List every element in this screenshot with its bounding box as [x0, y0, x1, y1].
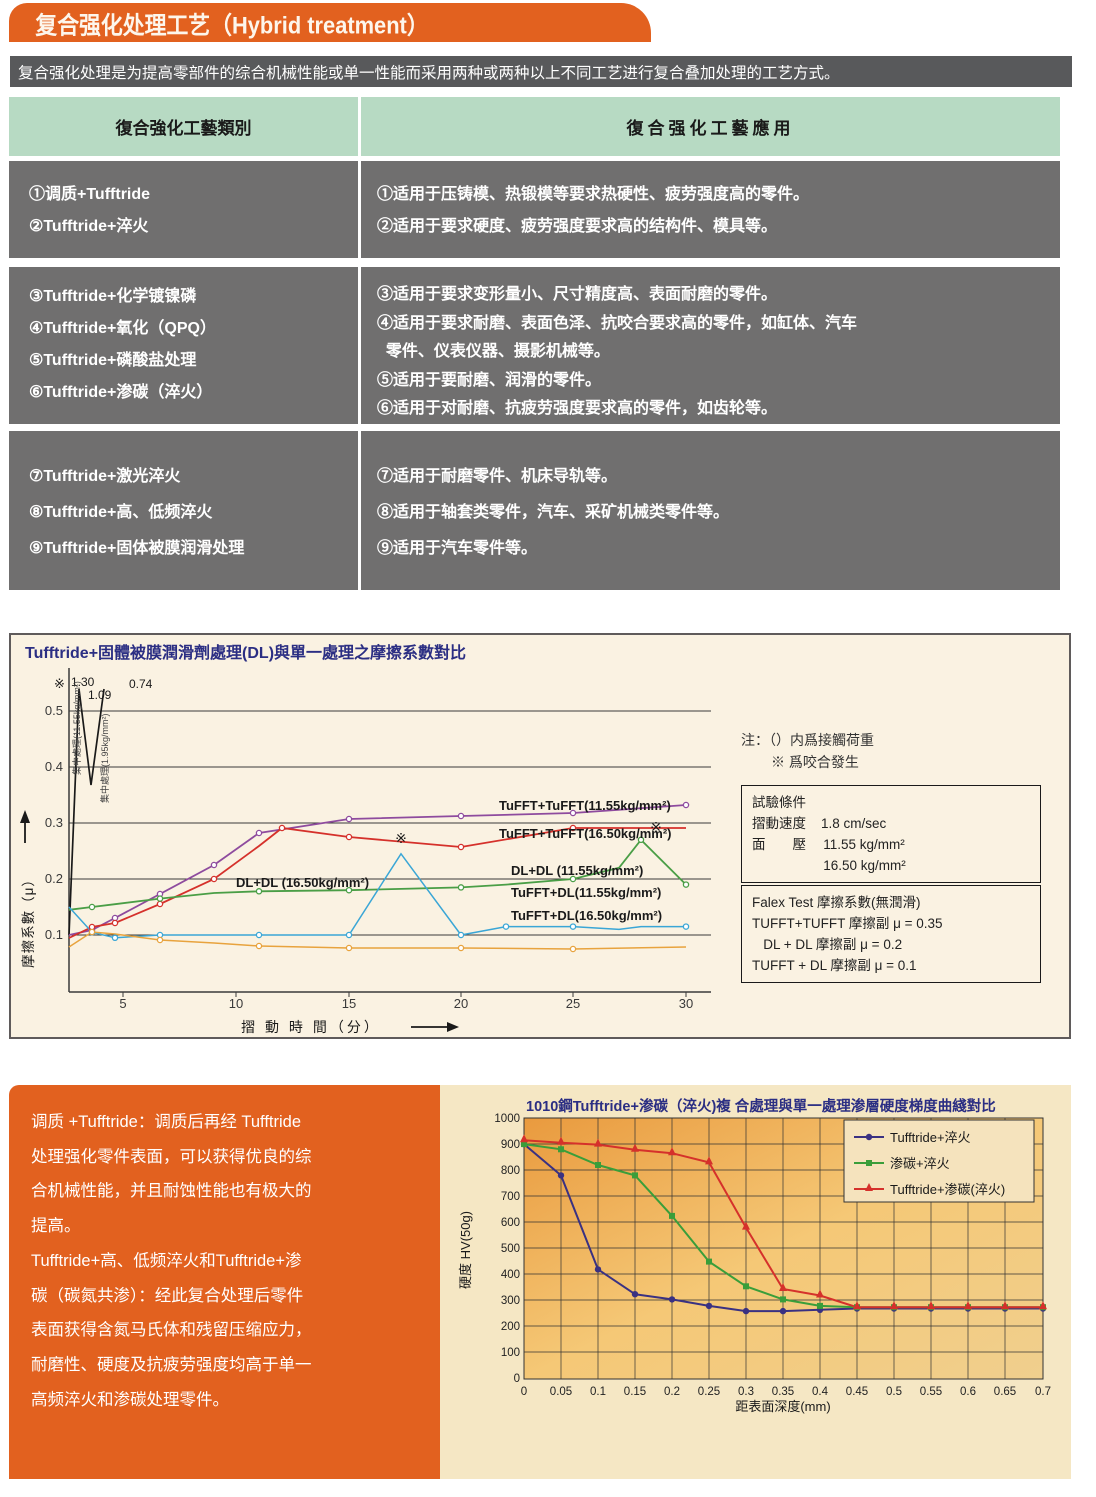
svg-text:0.74: 0.74: [129, 677, 153, 691]
svg-text:500: 500: [501, 1243, 520, 1255]
svg-text:0.65: 0.65: [994, 1386, 1016, 1398]
svg-text:※: ※: [54, 676, 65, 691]
svg-text:400: 400: [501, 1269, 520, 1281]
svg-text:0.2: 0.2: [45, 871, 63, 886]
svg-text:0: 0: [521, 1386, 527, 1398]
svg-text:集中處理(11.55kg/mm²): 集中處理(11.55kg/mm²): [71, 681, 82, 775]
svg-text:200: 200: [501, 1321, 520, 1333]
svg-text:20: 20: [454, 996, 468, 1011]
svg-text:DL+DL (16.50kg/mm²): DL+DL (16.50kg/mm²): [236, 875, 369, 890]
svg-text:硬度 HV(50g): 硬度 HV(50g): [458, 1211, 473, 1289]
svg-text:0.5: 0.5: [45, 703, 63, 718]
svg-text:摩擦系數（μ）: 摩擦系數（μ）: [20, 872, 36, 968]
svg-text:10: 10: [229, 996, 243, 1011]
svg-text:0.3: 0.3: [45, 815, 63, 830]
svg-text:TuFFT+DL(16.50kg/mm²): TuFFT+DL(16.50kg/mm²): [511, 908, 662, 923]
svg-text:0.4: 0.4: [45, 759, 63, 774]
svg-text:TuFFT+TuFFT(16.50kg/mm²): TuFFT+TuFFT(16.50kg/mm²): [499, 826, 672, 841]
svg-text:Tufftride+淬火: Tufftride+淬火: [890, 1130, 971, 1145]
svg-text:5: 5: [119, 996, 126, 1011]
svg-text:TuFFT+DL(11.55kg/mm²): TuFFT+DL(11.55kg/mm²): [511, 885, 661, 900]
svg-text:0.1: 0.1: [590, 1386, 606, 1398]
svg-text:0.4: 0.4: [812, 1386, 829, 1398]
svg-text:0.35: 0.35: [772, 1386, 794, 1398]
svg-text:集中處理(1.95kg/mm²): 集中處理(1.95kg/mm²): [99, 713, 110, 803]
svg-text:0.7: 0.7: [1035, 1386, 1051, 1398]
svg-text:0.05: 0.05: [550, 1386, 572, 1398]
svg-text:0.6: 0.6: [960, 1386, 976, 1398]
svg-text:Tufftride+渗碳(淬火): Tufftride+渗碳(淬火): [890, 1182, 1005, 1197]
svg-text:100: 100: [501, 1347, 520, 1359]
svg-text:0.5: 0.5: [886, 1386, 902, 1398]
svg-text:1.09: 1.09: [88, 688, 112, 702]
svg-text:700: 700: [501, 1191, 520, 1203]
svg-text:距表面深度(mm): 距表面深度(mm): [735, 1399, 830, 1414]
svg-text:25: 25: [566, 996, 580, 1011]
svg-text:30: 30: [679, 996, 693, 1011]
svg-text:0.45: 0.45: [846, 1386, 868, 1398]
svg-text:※: ※: [395, 830, 407, 846]
svg-text:0.2: 0.2: [664, 1386, 680, 1398]
svg-text:900: 900: [501, 1139, 520, 1151]
svg-text:1000: 1000: [494, 1113, 520, 1125]
svg-text:600: 600: [501, 1217, 520, 1229]
svg-text:0.1: 0.1: [45, 927, 63, 942]
svg-text:DL+DL (11.55kg/mm²): DL+DL (11.55kg/mm²): [511, 863, 643, 878]
svg-text:摺 動 時 間（分）: 摺 動 時 間（分）: [241, 1019, 381, 1035]
svg-text:0.3: 0.3: [738, 1386, 754, 1398]
svg-text:800: 800: [501, 1165, 520, 1177]
svg-text:15: 15: [342, 996, 356, 1011]
svg-text:0.55: 0.55: [920, 1386, 942, 1398]
svg-text:0.15: 0.15: [624, 1386, 646, 1398]
svg-text:渗碳+淬火: 渗碳+淬火: [890, 1156, 950, 1171]
svg-text:0.25: 0.25: [698, 1386, 720, 1398]
svg-text:300: 300: [501, 1295, 520, 1307]
svg-text:TuFFT+TuFFT(11.55kg/mm²): TuFFT+TuFFT(11.55kg/mm²): [499, 798, 671, 813]
svg-text:0: 0: [514, 1373, 520, 1385]
